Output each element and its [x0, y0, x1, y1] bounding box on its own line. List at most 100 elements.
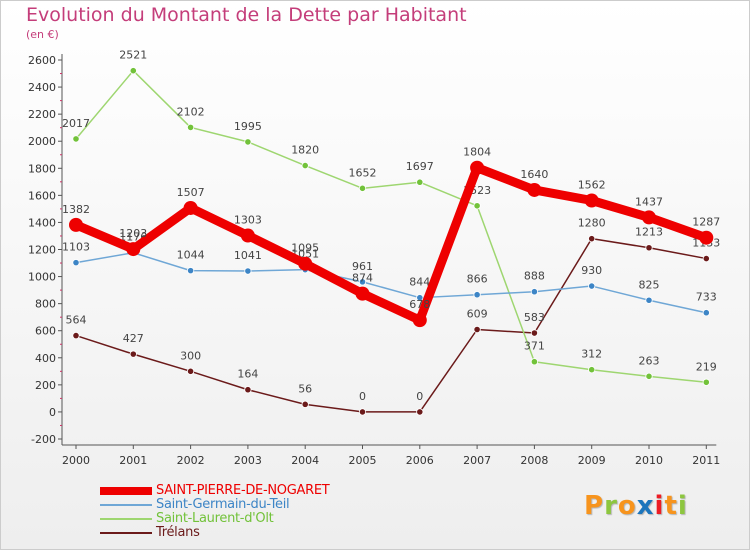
data-label: 844	[409, 276, 430, 289]
x-tick-label: 2005	[349, 454, 377, 467]
data-label: 371	[524, 340, 545, 353]
legend-label: Saint-Germain-du-Teil	[156, 497, 290, 512]
data-point	[301, 161, 309, 170]
data-label: 300	[180, 349, 201, 362]
y-tick-label: 1200	[28, 244, 56, 257]
data-point	[416, 408, 424, 416]
data-label: 1044	[177, 249, 205, 262]
y-tick-label: 200	[35, 379, 56, 392]
data-label: 1095	[291, 242, 319, 255]
legend-swatch	[100, 532, 152, 534]
data-label: 1804	[463, 146, 491, 159]
data-point	[702, 378, 710, 386]
data-label: 1203	[119, 227, 147, 240]
data-point	[358, 184, 367, 192]
data-label: 2521	[119, 49, 147, 62]
legend-swatch	[100, 518, 152, 520]
x-tick-label: 2002	[177, 454, 205, 467]
data-point	[699, 230, 714, 245]
logo-letter: i	[654, 491, 665, 521]
x-tick-label: 2008	[520, 454, 548, 467]
data-point	[473, 291, 481, 299]
data-label: 609	[467, 307, 488, 320]
y-tick-label: 800	[35, 298, 56, 311]
y-tick-label: 2400	[28, 81, 56, 94]
x-tick-label: 2000	[62, 454, 90, 467]
logo-letter: i	[677, 491, 688, 521]
data-label: 1820	[291, 144, 319, 157]
data-point	[588, 235, 596, 243]
y-tick-label: 2000	[28, 135, 56, 148]
data-point	[588, 282, 596, 290]
data-label: 0	[359, 390, 366, 403]
data-label: 56	[298, 382, 312, 395]
data-label: 678	[409, 298, 430, 311]
data-label: 961	[352, 260, 373, 273]
logo-letter: x	[636, 491, 655, 521]
y-tick-label: 1400	[28, 216, 56, 229]
data-label: 583	[524, 311, 545, 324]
y-tick-label: 0	[49, 406, 56, 419]
data-label: 0	[416, 390, 423, 403]
x-tick-label: 2009	[578, 454, 606, 467]
data-label: 1041	[234, 249, 262, 262]
x-tick-label: 2010	[635, 454, 663, 467]
data-label: 219	[696, 360, 717, 373]
data-point	[416, 294, 424, 302]
data-point	[69, 217, 83, 232]
legend-swatch	[100, 504, 152, 506]
chart-title: Evolution du Montant de la Dette par Hab…	[26, 4, 467, 26]
data-label: 2102	[177, 105, 205, 118]
data-label: 1280	[578, 217, 606, 230]
legend-label: SAINT-PIERRE-DE-NOGARET	[156, 483, 330, 498]
data-label: 825	[639, 278, 660, 291]
data-label: 564	[66, 314, 87, 327]
series-line-2	[75, 251, 708, 314]
data-label: 733	[696, 291, 717, 304]
series-line-3	[71, 163, 711, 325]
data-label: 1562	[578, 179, 606, 192]
x-tick-label: 2003	[234, 454, 262, 467]
data-label: 866	[467, 273, 488, 286]
logo-letter: t	[664, 491, 678, 521]
data-label: 427	[123, 332, 144, 345]
data-point	[530, 358, 539, 366]
data-point	[355, 286, 370, 301]
data-point	[645, 372, 653, 380]
data-point	[244, 267, 252, 275]
y-tick-label: 600	[35, 325, 56, 338]
data-point	[358, 408, 367, 416]
data-point	[530, 288, 539, 296]
x-tick-label: 2001	[119, 454, 147, 467]
data-point	[702, 254, 710, 263]
data-label: 1382	[62, 203, 90, 216]
data-point	[645, 296, 653, 304]
data-point	[129, 350, 137, 358]
data-point	[72, 331, 80, 340]
data-label: 1437	[635, 195, 663, 208]
series-line-1	[75, 69, 708, 384]
data-point	[187, 267, 195, 275]
data-point	[588, 366, 596, 374]
data-point	[530, 329, 539, 337]
y-tick-label: 1800	[28, 162, 56, 175]
data-point	[187, 123, 195, 132]
y-tick-label: 2200	[28, 108, 56, 121]
data-point	[244, 386, 252, 394]
data-label: 2017	[62, 117, 90, 130]
data-point	[187, 367, 195, 375]
data-label: 930	[581, 264, 602, 277]
legend-swatch	[100, 487, 152, 495]
data-point	[527, 182, 542, 197]
x-tick-label: 2011	[692, 454, 720, 467]
data-label: 263	[639, 354, 660, 367]
logo-letter: r	[604, 491, 618, 521]
data-label: 164	[237, 368, 258, 381]
data-point	[416, 178, 424, 186]
data-label: 1303	[234, 214, 262, 227]
chart-unit: (en €)	[26, 28, 59, 41]
data-point	[72, 259, 80, 267]
data-point	[473, 202, 481, 210]
logo-letter: P	[584, 491, 605, 521]
